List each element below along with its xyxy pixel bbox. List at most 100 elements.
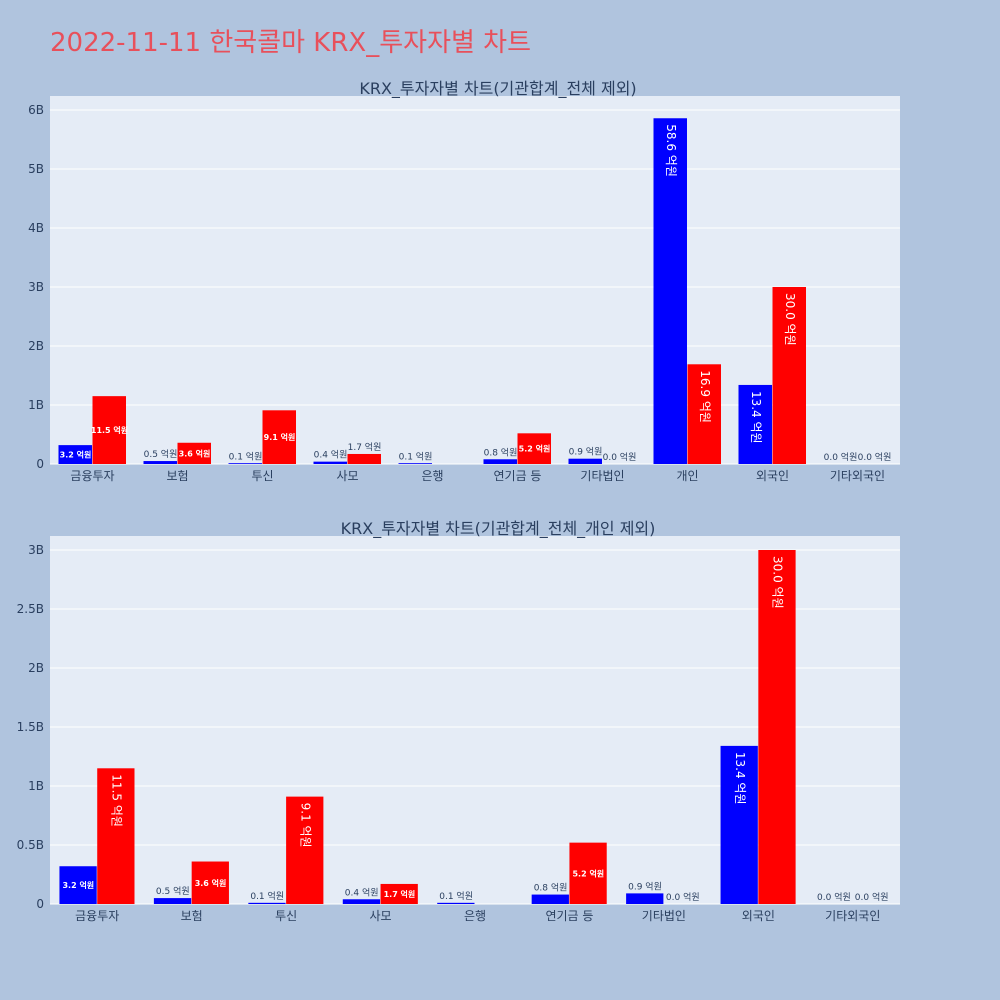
- y-tick-label: 1B: [28, 779, 44, 793]
- x-tick-label: 연기금 등: [494, 469, 542, 483]
- y-tick-label: 1B: [28, 398, 44, 412]
- data-label: 30.0 억원: [783, 293, 797, 346]
- y-tick-label: 1.5B: [17, 720, 44, 734]
- bar: [687, 364, 721, 464]
- x-tick-label: 사모: [336, 469, 358, 483]
- bar: [653, 118, 687, 464]
- bar: [347, 453, 381, 464]
- bar: [483, 459, 517, 464]
- data-label: 0.0 억원: [666, 891, 700, 903]
- x-tick-label: 은행: [464, 908, 486, 923]
- chart-title: KRX_투자자별 차트(기관합계_전체_개인 제외): [341, 519, 656, 539]
- y-tick-label: 2.5B: [17, 602, 44, 616]
- bar: [97, 768, 135, 904]
- bar: [58, 445, 92, 464]
- data-label: 0.0 억원: [824, 451, 858, 463]
- data-label: 13.4 억원: [733, 752, 747, 805]
- chart-investor-excl-individual: KRX_투자자별 차트(기관합계_전체_개인 제외) 0 0.5B 1B 1.5B 2B 2…: [17, 519, 900, 923]
- x-tick-label: 보험: [166, 469, 188, 483]
- data-label: 0.1 억원: [229, 450, 263, 462]
- data-label: 1.7 억원: [348, 441, 382, 453]
- y-tick-label: 3B: [28, 280, 44, 294]
- bar: [228, 463, 262, 464]
- data-label: 0.8 억원: [484, 446, 518, 458]
- x-tick-label: 보험: [181, 909, 203, 923]
- x-tick-label: 기타외국인: [825, 909, 880, 923]
- data-label: 0.0 억원: [858, 451, 892, 463]
- x-tick-label: 투신: [275, 909, 297, 923]
- x-tick-label: 금융투자: [70, 469, 114, 483]
- x-tick-label: 기타법인: [580, 469, 624, 483]
- data-label: 30.0 억원: [771, 556, 785, 609]
- data-label: 0.5 억원: [156, 885, 190, 897]
- x-tick-label: 금융투자: [75, 909, 119, 923]
- x-tick-label: 은행: [421, 468, 443, 483]
- data-label: 11.5 억원: [91, 425, 128, 435]
- data-label: 3.2 억원: [62, 880, 94, 890]
- data-label: 58.6 억원: [664, 124, 678, 177]
- x-tick-label: 기타법인: [642, 909, 686, 923]
- bar: [59, 866, 97, 904]
- bar: [398, 463, 432, 464]
- x-tick-label: 연기금 등: [545, 909, 593, 923]
- y-tick-label: 3B: [28, 543, 44, 557]
- bar: [153, 898, 192, 904]
- data-label: 0.9 억원: [569, 446, 603, 458]
- bar: [248, 902, 286, 904]
- y-tick-label: 0.5B: [17, 838, 44, 852]
- x-tick-label: 개인: [676, 469, 698, 483]
- data-label: 0.5 억원: [144, 448, 178, 460]
- bar: [626, 893, 664, 904]
- chart-investor-all: KRX_투자자별 차트(기관합계_전체 제외) 0 1B 2B 3B 4B 5B 6B 금융투자…: [28, 79, 900, 483]
- y-tick-label: 4B: [28, 221, 44, 235]
- data-label: 0.8 억원: [534, 882, 568, 894]
- x-tick-label: 투신: [251, 469, 273, 483]
- x-tick-label: 사모: [370, 909, 392, 923]
- data-label: 3.6 억원: [179, 448, 211, 458]
- data-label: 0.0 억원: [855, 891, 889, 903]
- y-tick-label: 0: [36, 457, 44, 471]
- data-label: 0.4 억원: [314, 449, 348, 461]
- bar: [313, 461, 347, 464]
- x-tick-label: 기타외국인: [830, 469, 885, 483]
- data-label: 9.1 억원: [299, 803, 313, 848]
- data-label: 0.1 억원: [439, 890, 473, 902]
- data-label: 16.9 억원: [698, 370, 712, 423]
- bar: [191, 861, 229, 904]
- data-label: 0.4 억원: [345, 886, 379, 898]
- bar: [531, 894, 569, 904]
- y-tick-label: 0: [36, 897, 44, 911]
- bar: [262, 410, 296, 464]
- bar: [380, 883, 418, 904]
- chart-title: KRX_투자자별 차트(기관합계_전체 제외): [359, 79, 636, 99]
- x-tick-label: 외국인: [756, 469, 789, 483]
- bar: [437, 902, 475, 904]
- data-label: 0.1 억원: [399, 450, 433, 462]
- data-label: 1.7 억원: [384, 889, 416, 899]
- bar: [517, 433, 551, 464]
- data-label: 0.0 억원: [603, 451, 637, 463]
- data-label: 5.2 억원: [572, 868, 604, 878]
- y-tick-label: 2B: [28, 339, 44, 353]
- bar: [568, 458, 602, 464]
- data-label: 3.2 억원: [60, 450, 92, 460]
- data-label: 0.1 억원: [250, 890, 284, 902]
- data-label: 9.1 억원: [264, 432, 296, 442]
- bar: [342, 899, 381, 904]
- data-label: 5.2 억원: [519, 444, 551, 454]
- bar: [772, 287, 806, 464]
- data-label: 0.0 억원: [817, 891, 851, 903]
- bar: [758, 550, 796, 904]
- y-tick-label: 5B: [28, 162, 44, 176]
- x-tick-label: 외국인: [742, 909, 775, 923]
- bar: [92, 396, 126, 464]
- bar: [569, 842, 607, 904]
- bar: [738, 384, 772, 464]
- data-label: 13.4 억원: [749, 391, 763, 444]
- bar: [177, 442, 211, 464]
- y-tick-label: 6B: [28, 103, 44, 117]
- bar: [143, 461, 177, 464]
- bar: [286, 796, 324, 904]
- y-tick-label: 2B: [28, 661, 44, 675]
- page-title: 2022-11-11 한국콜마 KRX_투자자별 차트: [50, 28, 532, 58]
